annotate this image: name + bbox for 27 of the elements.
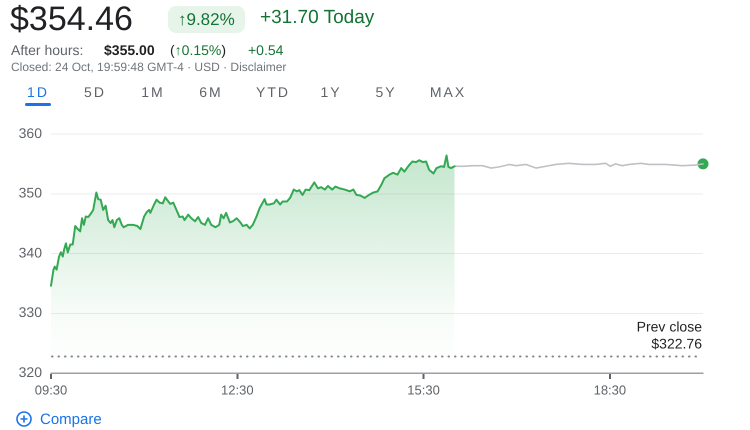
y-tick-label: 330: [18, 304, 42, 320]
text: MAX: [430, 83, 466, 101]
text: 1M: [141, 83, 165, 101]
x-tick-label: 18:30: [594, 382, 626, 398]
y-tick-label: 340: [18, 244, 42, 260]
text: Compare: [40, 410, 102, 429]
x-tick-label: 09:30: [34, 382, 68, 398]
y-tick-label: 350: [18, 184, 42, 201]
y-tick-label: 320: [18, 364, 42, 380]
text: 1Y: [320, 83, 342, 101]
text: 5Y: [375, 83, 397, 101]
chart-title: $354.46: [10, 0, 133, 38]
text: Closed: 24 Oct, 19:59:48 GMT-4 · USD · Disclaimer: [11, 59, 286, 75]
text: After hours:: [11, 41, 84, 59]
text: +0.54: [248, 41, 284, 59]
ref-line-label: Prev close $322.76: [636, 318, 702, 352]
x-tick-label: 12:30: [221, 382, 254, 398]
text: 5D: [84, 83, 106, 101]
text: (↑0.15%): [170, 42, 226, 58]
text: $355.00: [104, 41, 155, 59]
text: ↑9.82%: [168, 6, 245, 33]
text: 1D: [27, 83, 49, 101]
text: +31.70 Today: [260, 6, 374, 29]
x-tick-label: 15:30: [407, 382, 440, 398]
text: 6M: [199, 83, 223, 101]
text: YTD: [256, 83, 290, 101]
y-tick-label: 360: [18, 124, 42, 141]
